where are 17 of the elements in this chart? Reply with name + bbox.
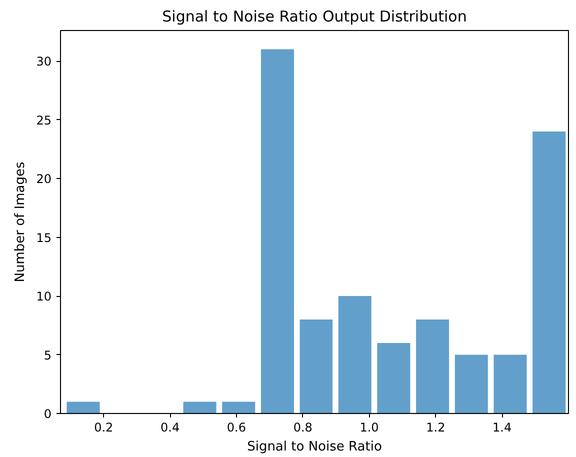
y-tick-label: 20	[36, 172, 52, 186]
x-tick-label: 0.2	[94, 420, 114, 434]
x-tick-label: 1.0	[360, 420, 379, 434]
chart-title: Signal to Noise Ratio Output Distribution	[162, 8, 467, 26]
x-tick-label: 0.8	[293, 420, 312, 434]
x-tick-label: 1.4	[492, 420, 512, 434]
x-tick-label: 0.4	[160, 420, 180, 434]
y-tick-label: 15	[36, 230, 52, 245]
y-tick-label: 0	[44, 407, 52, 421]
x-tick-label: 0.6	[226, 420, 246, 434]
x-tick-label: 1.2	[426, 420, 446, 434]
y-tick-label: 10	[36, 290, 52, 304]
y-axis-title: Number of Images	[13, 162, 28, 282]
y-tick-label: 25	[36, 113, 52, 128]
x-axis-title: Signal to Noise Ratio	[247, 440, 382, 454]
y-tick-label: 5	[44, 348, 52, 362]
y-tick-label: 30	[36, 54, 52, 69]
